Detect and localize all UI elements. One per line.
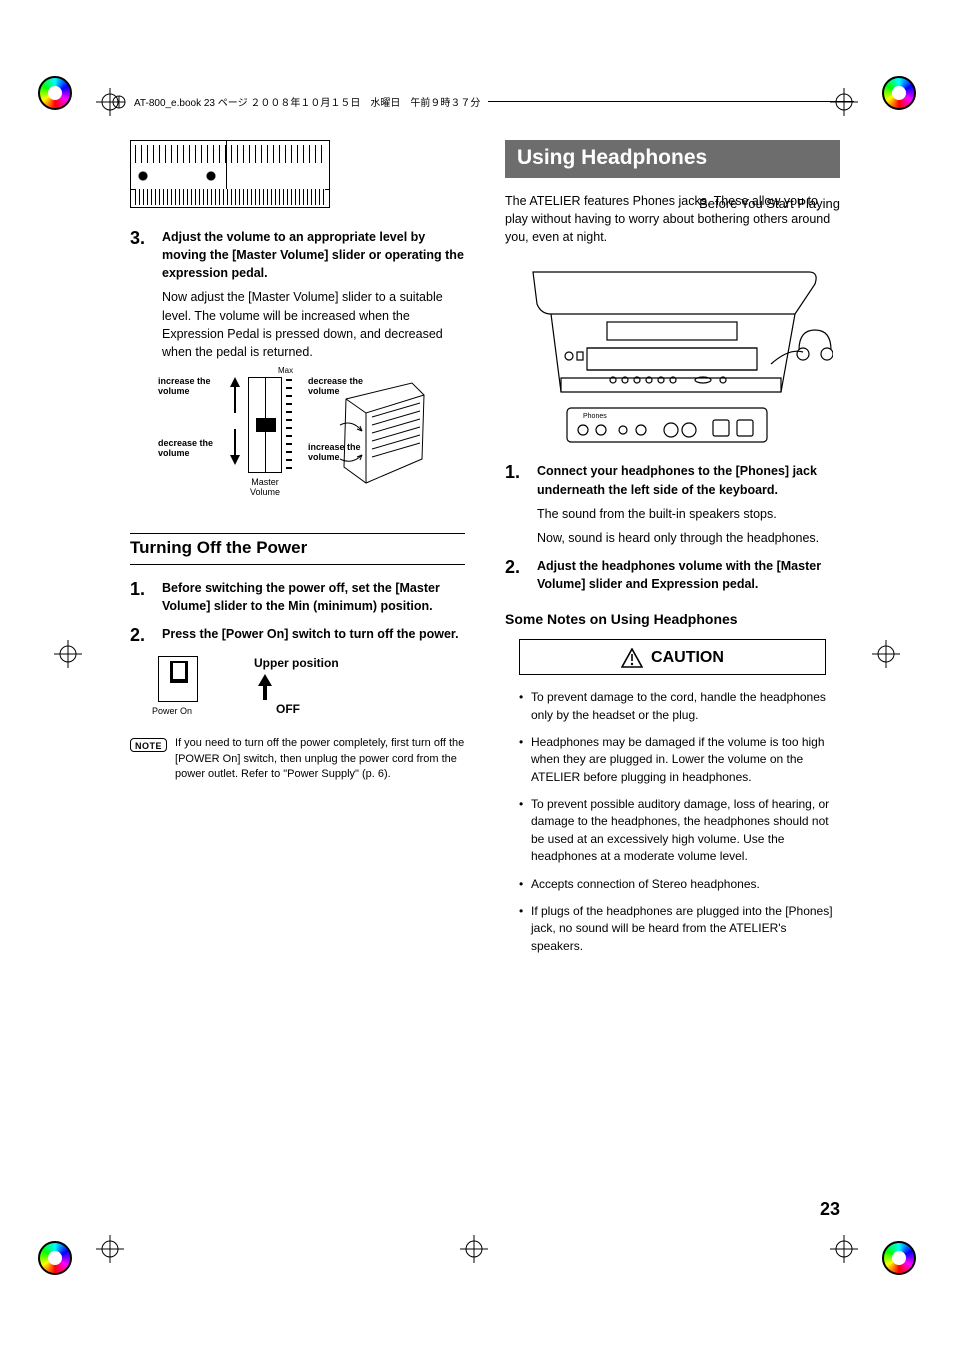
step-hp-2: 2. Adjust the headphones volume with the… — [505, 557, 840, 593]
arrow-up-icon — [258, 674, 272, 700]
step-3: 3. Adjust the volume to an appropriate l… — [130, 228, 465, 361]
left-column: 3. Adjust the volume to an appropriate l… — [130, 140, 465, 965]
book-icon — [112, 95, 126, 109]
heading-turning-off: Turning Off the Power — [130, 533, 465, 565]
caution-list: To prevent damage to the cord, handle th… — [505, 689, 840, 955]
registration-mark — [54, 640, 82, 668]
step-instruction: Connect your headphones to the [Phones] … — [537, 462, 840, 498]
step-number: 1. — [505, 462, 525, 547]
print-header-text: AT-800_e.book 23 ページ ２００８年１０月１５日 水曜日 午前９… — [134, 94, 480, 109]
note: NOTE If you need to turn off the power c… — [130, 736, 465, 782]
label-decrease: decrease the volume — [158, 439, 214, 459]
label-increase: increase the volume — [158, 377, 214, 397]
step-instruction: Press the [Power On] switch to turn off … — [162, 625, 459, 643]
caution-item: Headphones may be damaged if the volume … — [519, 734, 840, 786]
caution-item: To prevent possible auditory damage, los… — [519, 796, 840, 866]
section-banner: Using Headphones — [505, 140, 840, 178]
caution-item: If plugs of the headphones are plugged i… — [519, 903, 840, 955]
step-off-2: 2. Press the [Power On] switch to turn o… — [130, 625, 465, 646]
registration-mark — [872, 640, 900, 668]
device-illustration: Phones — [513, 260, 833, 448]
running-head: Before You Start Playing — [699, 196, 840, 211]
power-switch-illustration: Power On Upper position OFF — [158, 656, 378, 726]
right-column: Using Headphones The ATELIER features Ph… — [505, 140, 840, 965]
step-off-1: 1. Before switching the power off, set t… — [130, 579, 465, 615]
registration-colorwheel — [882, 76, 916, 110]
step-detail: Now, sound is heard only through the hea… — [537, 529, 840, 547]
subheading-notes: Some Notes on Using Headphones — [505, 611, 840, 627]
registration-mark — [830, 1235, 858, 1263]
step-number: 1. — [130, 579, 150, 615]
caution-item: To prevent damage to the cord, handle th… — [519, 689, 840, 724]
off-label: OFF — [276, 702, 300, 716]
step-detail: Now adjust the [Master Volume] slider to… — [162, 288, 465, 361]
caution-item: Accepts connection of Stereo headphones. — [519, 876, 840, 893]
registration-mark — [460, 1235, 488, 1263]
step-hp-1: 1. Connect your headphones to the [Phone… — [505, 462, 840, 547]
svg-text:Phones: Phones — [583, 413, 607, 420]
page-content: Before You Start Playing Before You Star… — [130, 140, 840, 1220]
upper-position-label: Upper position — [254, 656, 339, 670]
slider-caption: Master Volume — [244, 477, 286, 497]
registration-colorwheel — [38, 1241, 72, 1275]
note-badge: NOTE — [130, 738, 167, 752]
print-header: AT-800_e.book 23 ページ ２００８年１０月１５日 水曜日 午前９… — [112, 94, 854, 109]
page-number: 23 — [820, 1199, 840, 1220]
label-max: Max — [278, 367, 334, 376]
step-instruction: Adjust the headphones volume with the [M… — [537, 557, 840, 593]
caution-label: CAUTION — [651, 649, 724, 667]
arrow-up-icon — [230, 377, 240, 413]
arrow-down-icon — [230, 429, 240, 465]
step-instruction: Before switching the power off, set the … — [162, 579, 465, 615]
keyboard-panel-illustration — [130, 140, 330, 208]
step-instruction: Adjust the volume to an appropriate leve… — [162, 228, 465, 282]
step-number: 3. — [130, 228, 150, 361]
warning-icon — [621, 648, 643, 668]
registration-colorwheel — [38, 76, 72, 110]
note-text: If you need to turn off the power comple… — [175, 736, 465, 782]
master-volume-slider-illus — [248, 377, 282, 473]
caution-box: CAUTION — [519, 639, 826, 675]
step-number: 2. — [130, 625, 150, 646]
step-number: 2. — [505, 557, 525, 593]
expression-pedal-illustration — [336, 379, 432, 489]
registration-mark — [96, 1235, 124, 1263]
step-detail: The sound from the built-in speakers sto… — [537, 505, 840, 523]
registration-colorwheel — [882, 1241, 916, 1275]
volume-illustration: increase the volume decrease the volume … — [158, 373, 438, 497]
switch-label: Power On — [152, 706, 192, 716]
